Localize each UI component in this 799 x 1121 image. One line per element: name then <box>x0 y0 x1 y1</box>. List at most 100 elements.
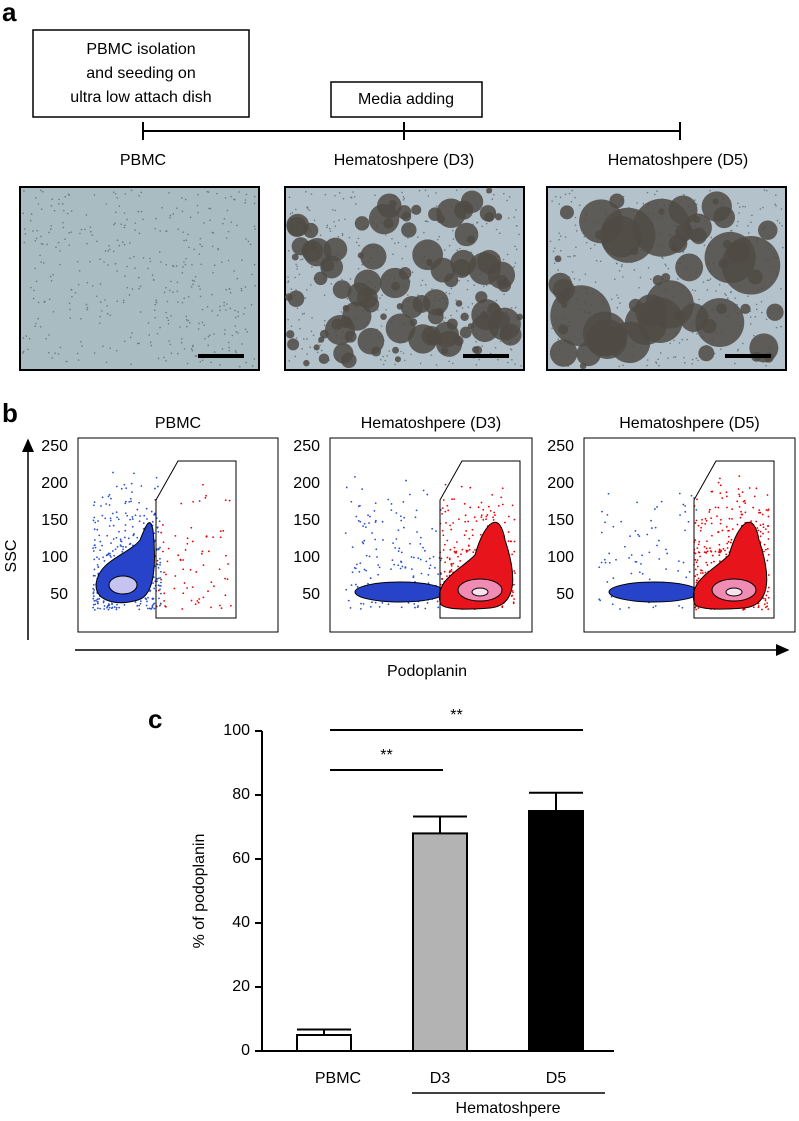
event <box>637 533 639 536</box>
cell <box>674 356 677 358</box>
event <box>116 516 118 519</box>
sphere <box>455 300 463 307</box>
cell <box>287 280 290 282</box>
event <box>369 515 371 518</box>
event <box>706 550 709 553</box>
cell <box>426 220 429 223</box>
event <box>110 603 113 605</box>
event <box>684 510 687 513</box>
cell <box>199 237 202 240</box>
event <box>105 554 108 557</box>
event <box>690 494 693 497</box>
cell <box>506 199 508 202</box>
event <box>159 588 161 591</box>
bar <box>296 1034 352 1052</box>
event <box>648 551 651 554</box>
event <box>157 589 160 592</box>
event <box>696 573 699 576</box>
gate <box>155 460 237 619</box>
cell <box>46 243 48 246</box>
event <box>704 523 707 525</box>
event <box>694 568 697 571</box>
cell <box>23 228 26 230</box>
event <box>92 587 95 590</box>
event <box>108 504 111 506</box>
event <box>610 595 613 598</box>
cell <box>129 242 131 244</box>
cell <box>95 295 98 298</box>
event <box>353 566 356 569</box>
event <box>157 566 160 569</box>
event <box>767 538 770 540</box>
cell <box>691 331 694 334</box>
event <box>719 484 722 487</box>
cell <box>753 334 755 337</box>
event <box>424 607 427 610</box>
event <box>706 540 708 543</box>
cell <box>659 352 662 354</box>
event <box>634 560 637 563</box>
cell <box>200 263 203 266</box>
event <box>98 534 101 537</box>
cell <box>452 238 455 240</box>
event <box>722 547 725 550</box>
event <box>202 564 205 566</box>
event <box>731 508 734 511</box>
event <box>93 516 96 519</box>
event <box>382 539 384 541</box>
cell <box>254 285 256 287</box>
cell <box>112 250 115 253</box>
sphere <box>380 313 387 321</box>
cell <box>308 209 311 212</box>
sphere <box>318 336 325 343</box>
event <box>459 560 462 562</box>
event <box>457 565 459 568</box>
cell <box>571 189 573 192</box>
event <box>761 513 764 516</box>
event <box>701 518 703 521</box>
event <box>182 559 184 561</box>
sphere <box>353 269 382 297</box>
event <box>92 550 95 552</box>
cell <box>184 263 187 266</box>
event <box>122 545 124 548</box>
cell <box>683 193 685 196</box>
cell <box>238 191 240 193</box>
event <box>450 564 453 567</box>
event <box>441 513 443 515</box>
cell <box>404 359 406 362</box>
event <box>96 563 99 566</box>
event <box>93 539 96 541</box>
cell <box>338 219 340 222</box>
cell <box>211 293 213 296</box>
event <box>700 526 703 529</box>
event <box>350 500 353 503</box>
sphere <box>740 303 751 314</box>
cell <box>291 211 294 214</box>
cell <box>154 227 156 230</box>
sphere <box>468 252 501 285</box>
cell <box>691 289 694 291</box>
cell <box>419 362 422 365</box>
sphere <box>454 222 479 247</box>
x-tick-label: PBMC <box>315 1070 361 1087</box>
cell <box>114 222 116 224</box>
event <box>658 558 661 560</box>
event <box>363 539 366 542</box>
cell <box>511 359 513 361</box>
event <box>174 534 177 537</box>
event <box>145 507 148 510</box>
event <box>434 566 436 569</box>
y-tick-label: 250 <box>293 438 320 455</box>
event <box>764 528 767 531</box>
cell <box>153 278 155 281</box>
event <box>371 532 373 534</box>
stage-label: Hematoshpere (D5) <box>608 152 749 169</box>
cell <box>780 288 782 290</box>
event <box>103 608 106 610</box>
event <box>437 573 440 576</box>
cell <box>206 190 209 193</box>
cell <box>646 364 648 367</box>
cell <box>734 297 737 299</box>
cell <box>357 268 360 270</box>
